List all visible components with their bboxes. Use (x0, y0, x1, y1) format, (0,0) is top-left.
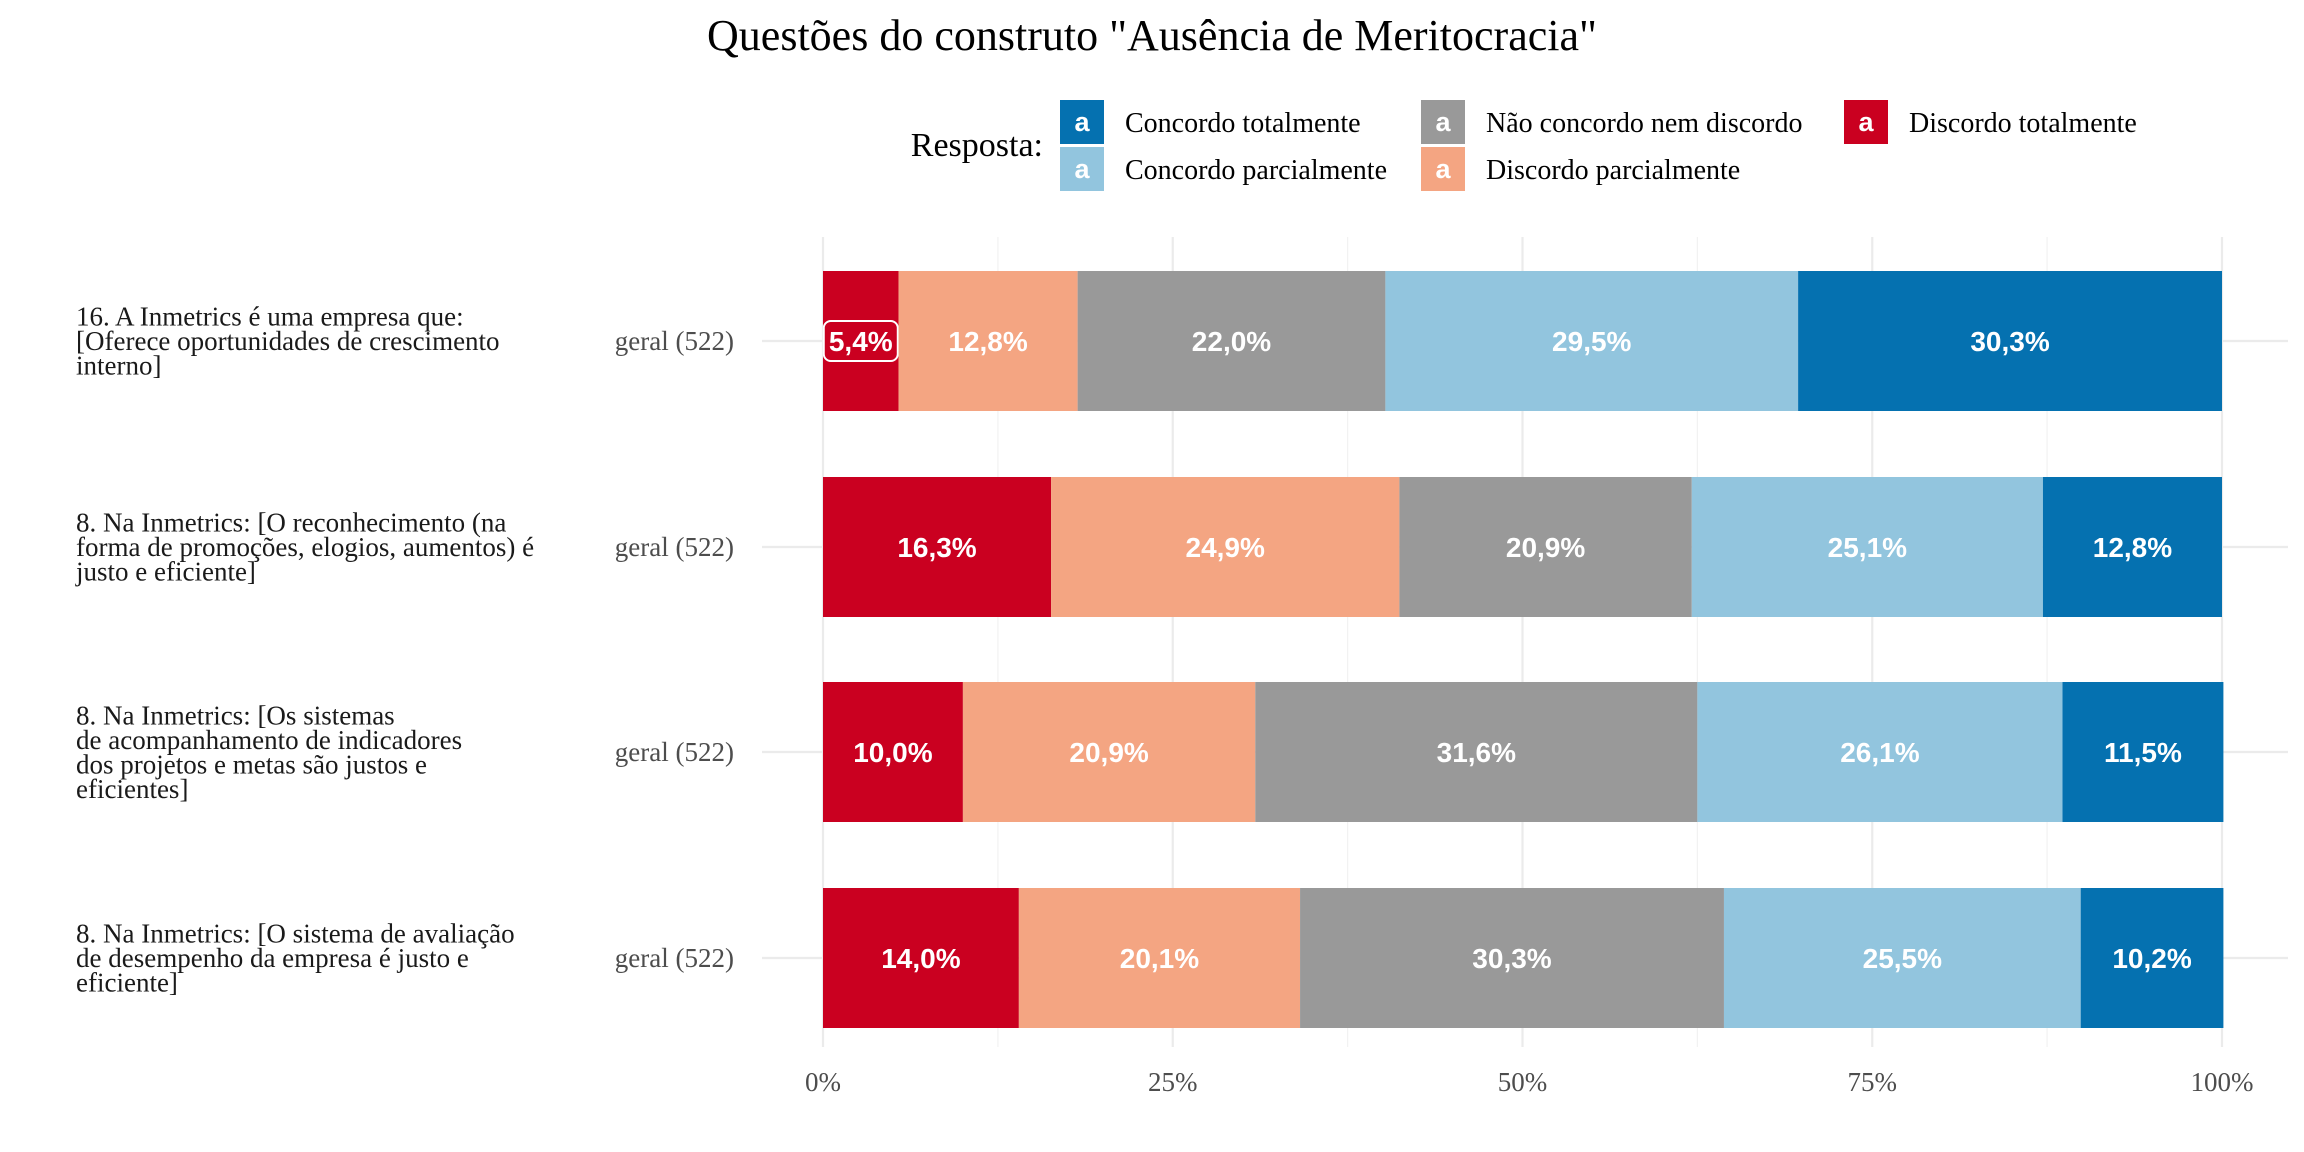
legend-key-concordo-totalmente (1060, 100, 1104, 144)
data-label: 20,9% (1069, 737, 1148, 768)
bar-segment-discordo-parcialmente (1051, 477, 1400, 617)
bar-segment-nao-concordo-nem-discordo (1300, 888, 1724, 1028)
group-label: geral (522) (615, 943, 734, 973)
data-label: 10,0% (853, 737, 932, 768)
bar-segment-concordo-parcialmente (1385, 271, 1799, 411)
y-axis-labels: 16. A Inmetrics é uma empresa que:[Ofere… (75, 302, 734, 998)
bar-segment-concordo-parcialmente (1691, 477, 2043, 617)
question-label: eficiente] (76, 968, 178, 998)
legend-title: Resposta: (911, 127, 1043, 164)
bar-segment-discordo-totalmente (823, 682, 963, 822)
data-label: 14,0% (881, 943, 960, 974)
data-label: 25,1% (1828, 532, 1907, 563)
x-tick-label: 25% (1148, 1067, 1198, 1097)
bar-segment-discordo-totalmente (823, 477, 1052, 617)
data-label: 30,3% (1970, 326, 2049, 357)
data-label: 24,9% (1186, 532, 1265, 563)
bar-segment-nao-concordo-nem-discordo (1077, 271, 1386, 411)
legend-entry-label: Discordo totalmente (1909, 108, 2137, 139)
question-label: 16. A Inmetrics é uma empresa que: (76, 302, 464, 332)
group-label: geral (522) (615, 532, 734, 562)
bar-segment-nao-concordo-nem-discordo (1255, 682, 1698, 822)
question-label: eficientes] (76, 774, 188, 804)
bar-segment-concordo-parcialmente (1723, 888, 2081, 1028)
legend-entry-label: Concordo parcialmente (1125, 155, 1387, 186)
data-label: 20,9% (1506, 532, 1585, 563)
x-tick-label: 75% (1848, 1067, 1898, 1097)
question-label: de acompanhamento de indicadores (76, 725, 462, 755)
bars: 5,4% 12,8% 22,0% 29,5% 30,3% 16,3% 24,9% 20,9% 2… (822, 271, 2224, 1028)
data-label-box (822, 320, 899, 362)
data-label: 12,8% (2093, 532, 2172, 563)
x-tick-label: 100% (2191, 1067, 2254, 1097)
x-tick-label: 0% (805, 1067, 841, 1097)
question-label: dos projetos e metas são justos e (76, 749, 427, 779)
bar-segment-concordo-totalmente (2080, 888, 2224, 1028)
data-label: 30,3% (1472, 943, 1551, 974)
bar-segment-nao-concordo-nem-discordo (1399, 477, 1692, 617)
x-tick-label: 50% (1498, 1067, 1548, 1097)
legend-key-nao-concordo-nem-discordo (1421, 100, 1465, 144)
question-label: 8. Na Inmetrics: [Os sistemas (76, 700, 395, 730)
question-label: 8. Na Inmetrics: [O reconhecimento (na (76, 508, 506, 538)
legend-key-glyph: a (1435, 154, 1451, 184)
data-label: 26,1% (1840, 737, 1919, 768)
bar-segment-concordo-totalmente (2062, 682, 2224, 822)
bar-segment-concordo-totalmente (1798, 271, 2222, 411)
legend-key-glyph: a (1074, 107, 1090, 137)
legend-entry-label: Concordo totalmente (1125, 108, 1361, 139)
data-label: 29,5% (1552, 326, 1631, 357)
group-label: geral (522) (615, 737, 734, 767)
question-label: interno] (76, 351, 161, 381)
question-label: de desempenho da empresa é justo e (76, 943, 469, 973)
legend-entry-label: Discordo parcialmente (1486, 155, 1740, 186)
question-label: justo e eficiente] (75, 557, 256, 587)
data-label: 31,6% (1437, 737, 1516, 768)
legend-key-discordo-parcialmente (1421, 147, 1465, 191)
data-label: 16,3% (897, 532, 976, 563)
question-label: 8. Na Inmetrics: [O sistema de avaliação (76, 919, 515, 949)
bar-segment-discordo-parcialmente (962, 682, 1256, 822)
legend-key-glyph: a (1858, 107, 1874, 137)
data-label: 5,4% (829, 326, 893, 357)
bar-segment-discordo-totalmente (823, 888, 1019, 1028)
bar-segment-concordo-totalmente (2042, 477, 2222, 617)
data-label: 10,2% (2112, 943, 2191, 974)
question-label: forma de promoções, elogios, aumentos) é (76, 532, 534, 562)
x-axis: 0% 25% 50% 75% 100% (805, 1067, 2254, 1097)
data-label: 20,1% (1120, 943, 1199, 974)
group-label: geral (522) (615, 326, 734, 356)
bar-segment-discordo-parcialmente (898, 271, 1078, 411)
bar-segment-discordo-parcialmente (1018, 888, 1301, 1028)
legend-key-discordo-totalmente (1844, 100, 1888, 144)
legend-key-glyph: a (1074, 154, 1090, 184)
legend-entry-label: Não concordo nem discordo (1486, 108, 1802, 139)
bar-segment-concordo-parcialmente (1697, 682, 2063, 822)
legend-key-concordo-parcialmente (1060, 147, 1104, 191)
data-label: 12,8% (948, 326, 1027, 357)
data-label: 25,5% (1863, 943, 1942, 974)
legend-key-glyph: a (1435, 107, 1451, 137)
legend: Resposta: a Concordo totalmente a Concordo … (911, 100, 2137, 191)
question-label: [Oferece oportunidades de crescimento (76, 326, 500, 356)
chart-title: Questões do construto "Ausência de Merit… (707, 11, 1597, 60)
data-label: 22,0% (1192, 326, 1271, 357)
data-label: 11,5% (2104, 737, 2182, 768)
